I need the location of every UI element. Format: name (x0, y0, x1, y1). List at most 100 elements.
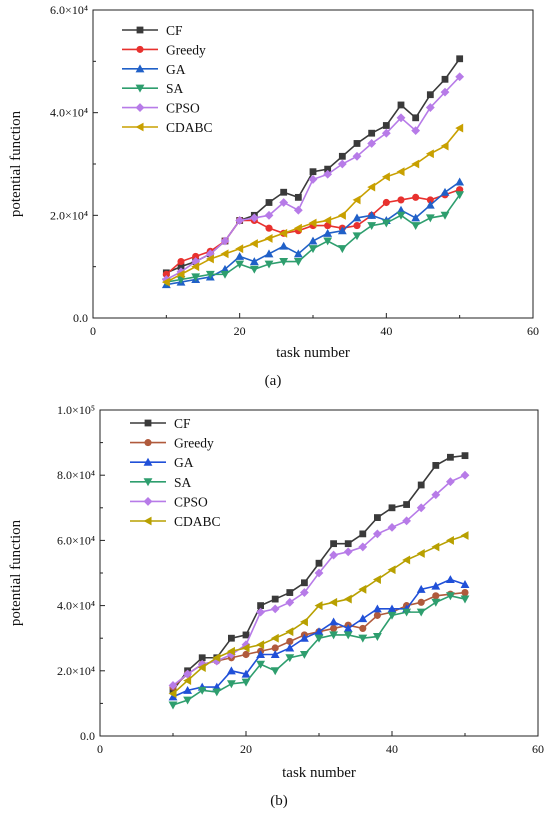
data-point (279, 228, 288, 238)
data-point (372, 575, 381, 584)
data-point (301, 579, 308, 587)
data-point (265, 199, 273, 206)
series-cpso (161, 72, 465, 284)
data-point (242, 631, 250, 639)
data-point (417, 598, 425, 606)
data-point (344, 540, 352, 548)
data-point (323, 169, 333, 179)
data-point (460, 531, 469, 540)
data-point (242, 650, 250, 659)
data-point (402, 555, 411, 565)
data-point (352, 195, 361, 205)
legend-label: GA (166, 62, 186, 77)
legend-label: Greedy (166, 42, 206, 57)
data-point (177, 257, 185, 266)
x-tick-label: 0 (97, 742, 103, 756)
data-point (358, 614, 368, 623)
x-tick-label: 40 (380, 324, 392, 338)
data-point (183, 676, 192, 685)
data-point (447, 453, 454, 461)
data-point (279, 241, 289, 250)
y-tick-label: 1.0×10⁵ (57, 403, 95, 417)
y-axis-label: potential function (8, 110, 24, 217)
data-point (241, 678, 251, 687)
data-point (412, 114, 420, 122)
data-point (460, 470, 470, 480)
data-point (402, 608, 412, 617)
legend-label: CF (166, 23, 183, 38)
data-point (388, 504, 396, 512)
data-point (402, 516, 412, 526)
legend-marker (135, 84, 145, 93)
data-point (308, 245, 318, 254)
y-tick-label: 4.0×10⁴ (57, 599, 95, 613)
data-point (411, 222, 421, 231)
data-point (323, 216, 332, 225)
data-point (359, 530, 367, 538)
data-point (338, 152, 346, 160)
data-point (212, 656, 222, 666)
data-point (367, 210, 377, 219)
data-point (432, 592, 440, 600)
legend-marker (144, 439, 152, 447)
data-point (205, 254, 214, 264)
data-point (343, 631, 353, 640)
data-point (425, 103, 435, 112)
x-tick-label: 60 (532, 742, 544, 756)
data-point (372, 604, 382, 613)
data-point (309, 168, 317, 176)
legend-label: CF (174, 416, 191, 431)
data-point (256, 660, 266, 669)
data-point (299, 650, 309, 659)
data-point (212, 688, 222, 697)
data-point (205, 270, 215, 279)
data-point (212, 653, 221, 663)
y-tick-label: 6.0×10⁴ (50, 3, 88, 17)
legend: CF Greedy GA SA CPSO CDABC (122, 23, 213, 135)
data-point (220, 236, 230, 246)
data-point (445, 575, 455, 584)
data-point (183, 685, 193, 694)
data-point (299, 617, 308, 627)
data-point (293, 257, 303, 266)
data-point (456, 55, 464, 63)
x-axis-label: task number (276, 345, 350, 361)
data-point (396, 113, 406, 123)
data-point (337, 159, 347, 169)
data-point (299, 633, 309, 642)
data-point (416, 608, 426, 617)
chart-panel-a: 0 20 40 60 0.0 2.0×10⁴ 4.0×10⁴ 6.0×10⁴ task numb… (8, 3, 539, 389)
data-point (329, 550, 339, 560)
chart-panel-b: 0 20 40 60 0.0 2.0×10⁴ 4.0×10⁴ 6.0×10⁴ 8.0×10⁴ 1.… (8, 403, 544, 809)
data-point (293, 249, 303, 258)
legend-marker (135, 103, 145, 113)
series-cpso (168, 470, 470, 690)
data-point (249, 257, 259, 266)
data-point (387, 611, 397, 620)
data-point (329, 597, 338, 607)
data-point (168, 689, 177, 699)
data-point (372, 529, 382, 539)
data-point (426, 91, 434, 99)
series-greedy (162, 186, 464, 278)
data-point (235, 260, 245, 269)
data-point (445, 535, 454, 545)
data-point (440, 211, 450, 220)
data-point (416, 503, 426, 513)
data-point (397, 196, 405, 204)
data-point (279, 198, 289, 207)
data-point (416, 584, 426, 593)
data-point (314, 568, 324, 578)
legend-label: CPSO (166, 101, 200, 116)
data-point (381, 219, 391, 228)
data-point (352, 151, 362, 161)
legend-label: Greedy (174, 436, 214, 451)
data-point (168, 681, 178, 690)
data-point (286, 637, 294, 646)
data-point (314, 627, 324, 636)
data-point (308, 218, 317, 228)
data-point (367, 182, 376, 192)
data-point (226, 646, 235, 656)
data-point (396, 211, 406, 220)
data-point (455, 177, 465, 186)
